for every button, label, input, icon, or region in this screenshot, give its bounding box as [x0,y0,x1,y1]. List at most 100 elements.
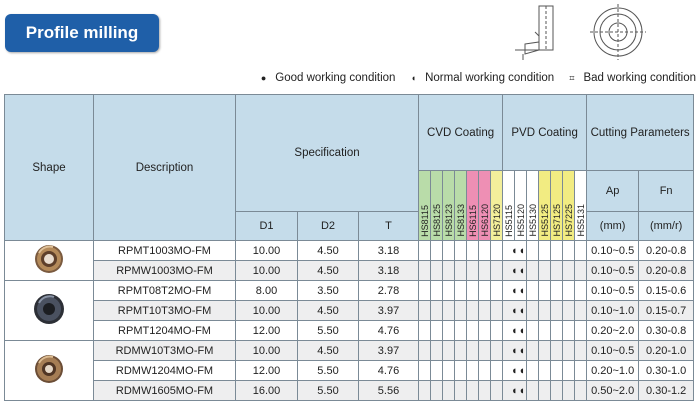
bad-condition-icon: ⌗ [569,73,575,83]
ap-cell: 0.50~2.0 [586,380,640,401]
ap-cell: 0.10~0.5 [586,260,640,281]
cvd-coating-header: CVD Coating [418,94,504,171]
grade-header: HS8115 [418,170,432,241]
ap-cell: 0.20~2.0 [586,320,640,341]
fn-cell: 0.20-1.0 [638,340,695,361]
description-cell: RPMT10T3MO-FM [93,300,236,321]
t-cell: 3.18 [357,260,420,281]
col-d2-header: D2 [297,210,359,242]
table-row: RPMT1003MO-FM 10.00 4.50 3.18 ◖◖ 0.10~0.… [4,240,695,281]
d2-cell: 4.50 [297,260,359,281]
normal-condition-icon: ◖ [410,73,417,83]
d2-cell: 5.50 [297,380,359,401]
good-condition-icon: ● [260,73,267,83]
grade-condition: ◖◖ [502,260,528,281]
col-ap-header: Ap [586,170,640,212]
grade-header: HS8133 [454,170,468,241]
description-cell: RPMT08T2MO-FM [93,280,236,301]
d1-cell: 10.00 [235,340,298,361]
fn-cell: 0.15-0.6 [638,280,695,301]
description-cell: RPMW1003MO-FM [93,260,236,281]
ap-cell: 0.10~0.5 [586,240,640,261]
col-t-header: T [357,210,420,242]
ap-cell: 0.10~0.5 [586,340,640,361]
milling-side-view-icon [515,5,554,60]
grade-header: HS6115 [466,170,480,241]
condition-legend: ● Good working condition ◖ Normal working … [249,72,696,84]
ap-cell: 0.10~0.5 [586,280,640,301]
t-cell: 4.76 [357,320,420,341]
t-cell: 3.18 [357,240,420,261]
col-ap-unit: (mm) [586,210,640,242]
grade-header: HS5120 [514,170,528,241]
grade-condition: ◖◖ [502,280,528,301]
ap-cell: 0.20~1.0 [586,360,640,381]
fn-cell: 0.30-0.8 [638,320,695,341]
rpm-insert-image [4,240,94,281]
round-insert-bronze-icon [35,245,63,273]
d1-cell: 10.00 [235,300,298,321]
grade-header: HS7125 [550,170,564,241]
t-cell: 4.76 [357,360,420,381]
col-fn-unit: (mm/r) [638,210,695,242]
grade-header: HS8125 [430,170,444,241]
fn-cell: 0.15-0.7 [638,300,695,321]
cutting-parameters-header: Cutting Parameters [586,94,695,171]
grade-condition: ◖◖ [502,240,528,261]
ap-cell: 0.10~1.0 [586,300,640,321]
col-specification-header: Specification [234,94,420,212]
grade-header: HS7225 [562,170,576,241]
fn-cell: 0.20-0.8 [638,260,695,281]
grade-condition: ◖◖ [502,320,528,341]
round-insert-bronze-icon [35,355,63,383]
pvd-coating-header: PVD Coating [502,94,588,171]
table-row: RDMW10T3MO-FM 10.00 4.50 3.97 ◖◖ 0.10~0.… [4,340,695,401]
d2-cell: 3.50 [297,280,359,301]
rdmw-insert-image [4,340,94,401]
fn-cell: 0.20-0.8 [638,240,695,261]
fn-cell: 0.30-1.0 [638,360,695,381]
table-row: RDMW1204MO-FM 12.00 5.50 4.76 ◖◖ 0.20~1.… [5,360,695,381]
grade-header: HS5130 [526,170,540,241]
col-description-header: Description [93,94,236,241]
t-cell: 2.78 [357,280,420,301]
table-row: RPMT08T2MO-FM 8.00 3.50 2.78 ◖◖ 0.10~0.5… [4,280,695,341]
d1-cell: 12.00 [235,320,298,341]
grade-header: HS7120 [490,170,504,241]
table-row: RPMW1003MO-FM 10.00 4.50 3.18 ◖◖ 0.10~0.… [5,260,695,281]
legend-good: Good working condition [275,72,396,84]
d2-cell: 5.50 [297,360,359,381]
legend-normal: Normal working condition [425,72,555,84]
page-title: Profile milling [5,14,159,52]
col-fn-header: Fn [638,170,695,212]
table-row: RDMW1605MO-FM 16.00 5.50 5.56 ◖◖ 0.50~2.… [5,380,695,401]
table-row: RPMT1204MO-FM 12.00 5.50 4.76 ◖◖ 0.20~2.… [5,320,695,341]
profile-milling-table: Shape Description Specification CVD Coat… [4,94,695,401]
grade-header: HS8123 [442,170,456,241]
d2-cell: 4.50 [297,300,359,321]
rpmt-insert-image [4,280,94,341]
description-cell: RPMT1204MO-FM [93,320,236,341]
d2-cell: 4.50 [297,240,359,261]
round-insert-top-view-icon [590,4,646,60]
d1-cell: 12.00 [235,360,298,381]
grade-condition: ◖◖ [502,340,528,361]
description-cell: RPMT1003MO-FM [93,240,236,261]
grade-condition: ◖◖ [502,380,528,401]
d1-cell: 16.00 [235,380,298,401]
col-d1-header: D1 [235,210,298,242]
grade-header: HS6120 [478,170,492,241]
description-cell: RDMW1204MO-FM [93,360,236,381]
round-insert-dark-icon [34,294,64,324]
t-cell: 3.97 [357,340,420,361]
t-cell: 5.56 [357,380,420,401]
description-cell: RDMW1605MO-FM [93,380,236,401]
legend-bad: Bad working condition [583,72,696,84]
col-shape-header: Shape [4,94,94,241]
grade-condition: ◖◖ [502,360,528,381]
grade-condition: ◖◖ [502,300,528,321]
d1-cell: 10.00 [235,260,298,281]
grade-header: HS5115 [502,170,516,241]
d1-cell: 8.00 [235,280,298,301]
grade-header: HS5125 [538,170,552,241]
